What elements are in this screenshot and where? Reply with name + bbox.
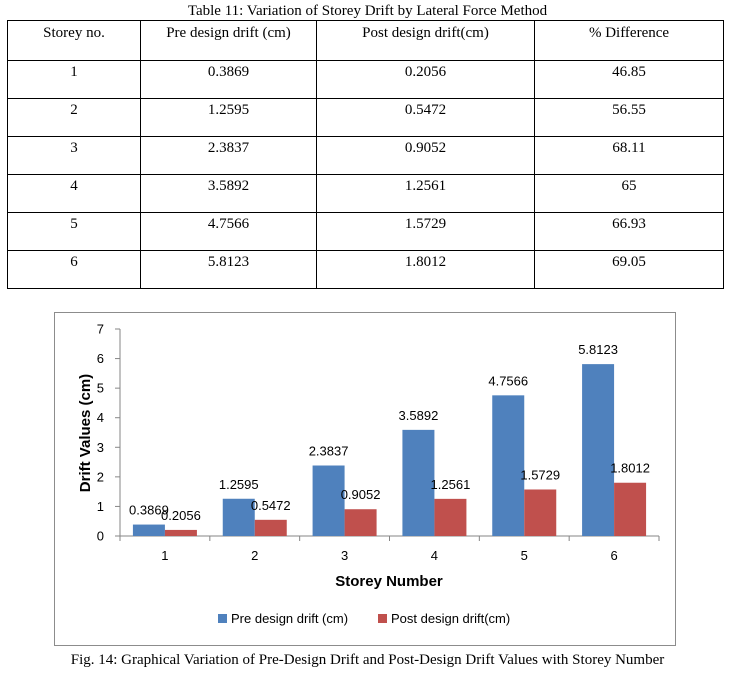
legend-label: Post design drift(cm) — [391, 611, 510, 626]
x-tick-label: 2 — [251, 548, 258, 563]
data-label: 3.5892 — [399, 408, 439, 423]
table-cell: 0.2056 — [316, 60, 535, 99]
table-cell: 5.8123 — [140, 250, 317, 289]
bar — [164, 529, 197, 536]
table-cell: 0.3869 — [140, 60, 317, 99]
table-caption: Table 11: Variation of Storey Drift by L… — [187, 3, 548, 19]
bar — [614, 482, 647, 536]
table-cell: 0.9052 — [316, 136, 535, 175]
data-label: 4.7566 — [488, 373, 528, 388]
table-cell: 69.05 — [534, 250, 724, 289]
data-label: 0.2056 — [161, 508, 201, 523]
y-tick-label: 2 — [97, 469, 104, 484]
table-cell: 1.5729 — [316, 212, 535, 251]
data-label: 1.8012 — [610, 461, 650, 476]
y-tick-label: 1 — [97, 499, 104, 514]
table-cell: 1.8012 — [316, 250, 535, 289]
y-tick-label: 0 — [97, 529, 104, 544]
bar — [222, 498, 255, 536]
x-axis-title: Storey Number — [335, 573, 443, 590]
table-header-row: Storey no. Pre design drift (cm) Post de… — [7, 20, 724, 61]
table-cell: 56.55 — [534, 98, 724, 137]
x-tick-label: 3 — [341, 548, 348, 563]
header-percent-difference: % Difference — [534, 20, 724, 61]
data-label: 0.9052 — [341, 487, 381, 502]
storey-drift-table: Storey no. Pre design drift (cm) Post de… — [7, 20, 724, 289]
header-storey-no: Storey no. — [7, 20, 141, 61]
bar — [344, 509, 377, 536]
table-row: 2 1.2595 0.5472 56.55 — [7, 98, 724, 137]
table-cell: 65 — [534, 174, 724, 213]
table-cell: 4.7566 — [140, 212, 317, 251]
x-tick-label: 6 — [610, 548, 617, 563]
legend-swatch — [378, 614, 387, 623]
table-cell: 3 — [7, 136, 141, 175]
y-tick-label: 5 — [97, 381, 104, 396]
x-tick-label: 5 — [521, 548, 528, 563]
legend-label: Pre design drift (cm) — [231, 611, 348, 626]
data-label: 1.2595 — [219, 477, 259, 492]
table-cell: 1.2561 — [316, 174, 535, 213]
bar — [132, 524, 165, 536]
y-tick-label: 4 — [97, 410, 104, 425]
y-tick-label: 6 — [97, 351, 104, 366]
bar — [524, 489, 557, 536]
table-row: 4 3.5892 1.2561 65 — [7, 174, 724, 213]
y-tick-label: 3 — [97, 440, 104, 455]
legend-swatch — [218, 614, 227, 623]
bar — [312, 465, 345, 536]
table-row: 5 4.7566 1.5729 66.93 — [7, 212, 724, 251]
x-tick-label: 1 — [161, 548, 168, 563]
data-label: 0.3869 — [129, 503, 169, 518]
bar — [402, 429, 435, 536]
data-label: 1.5729 — [520, 467, 560, 482]
bar — [254, 519, 287, 536]
data-label: 0.5472 — [251, 498, 291, 513]
x-tick-label: 4 — [431, 548, 438, 563]
table-cell: 2.3837 — [140, 136, 317, 175]
table-cell: 68.11 — [534, 136, 724, 175]
table-cell: 46.85 — [534, 60, 724, 99]
data-label: 2.3837 — [309, 444, 349, 459]
data-label: 1.2561 — [431, 477, 471, 492]
table-cell: 6 — [7, 250, 141, 289]
figure-caption: Fig. 14: Graphical Variation of Pre-Desi… — [70, 652, 665, 668]
bar — [492, 395, 525, 536]
y-tick-label: 7 — [97, 322, 104, 337]
table-row: 3 2.3837 0.9052 68.11 — [7, 136, 724, 175]
chart-frame — [54, 312, 676, 646]
data-label: 5.8123 — [578, 342, 618, 357]
table-cell: 4 — [7, 174, 141, 213]
y-axis-title: Drift Values (cm) — [77, 374, 94, 492]
table-row: 1 0.3869 0.2056 46.85 — [7, 60, 724, 99]
bar — [434, 498, 467, 536]
header-post-design-drift: Post design drift(cm) — [316, 20, 535, 61]
header-pre-design-drift: Pre design drift (cm) — [140, 20, 317, 61]
table-row: 6 5.8123 1.8012 69.05 — [7, 250, 724, 289]
bar — [582, 364, 615, 536]
